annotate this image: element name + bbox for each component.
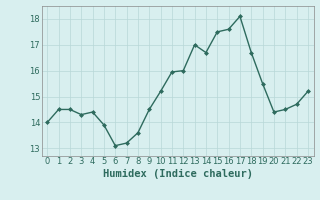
X-axis label: Humidex (Indice chaleur): Humidex (Indice chaleur) <box>103 169 252 179</box>
